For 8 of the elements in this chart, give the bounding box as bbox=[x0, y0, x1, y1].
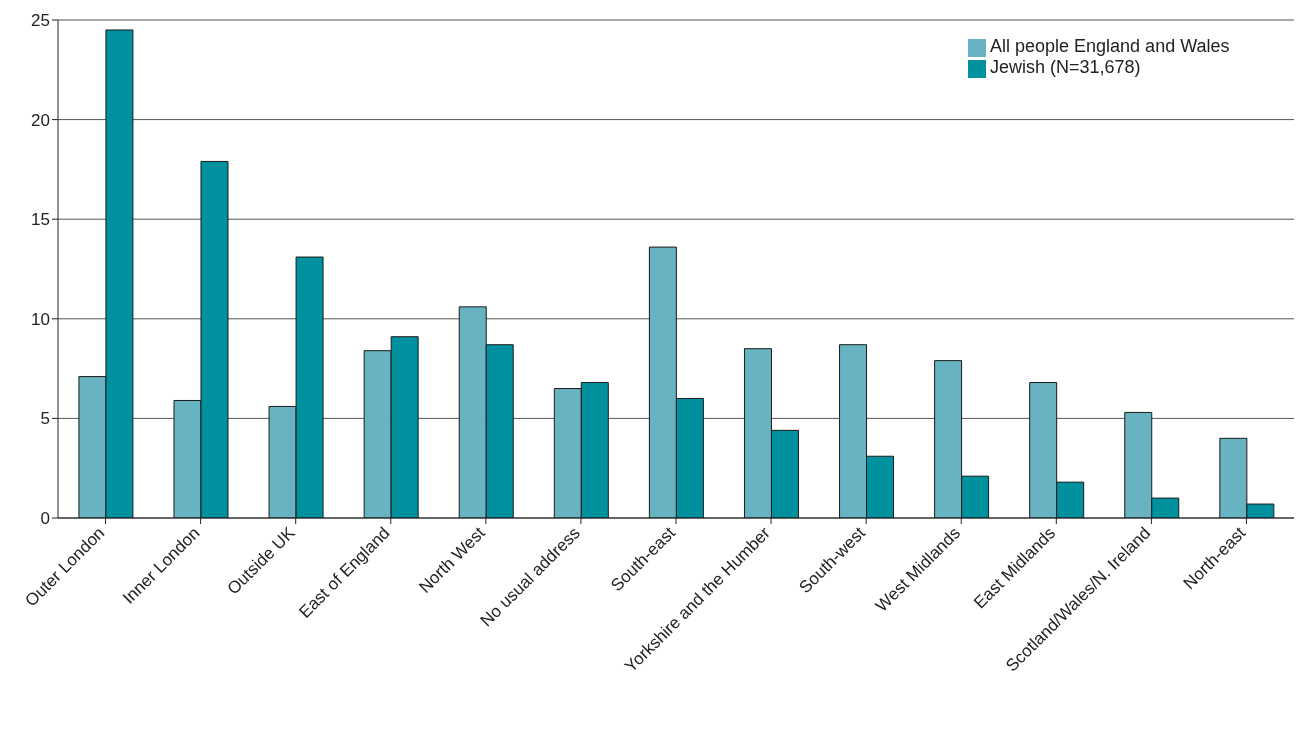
y-tick-label: 15 bbox=[31, 210, 50, 230]
legend-label: Jewish (N=31,678) bbox=[990, 57, 1141, 77]
y-tick-label: 20 bbox=[31, 110, 50, 130]
y-tick-label: 0 bbox=[40, 509, 50, 529]
legend-label: All people England and Wales bbox=[990, 36, 1230, 56]
y-tick-label: 10 bbox=[31, 309, 50, 329]
y-tick-label: 25 bbox=[31, 11, 50, 31]
y-tick-label: 5 bbox=[40, 409, 50, 429]
